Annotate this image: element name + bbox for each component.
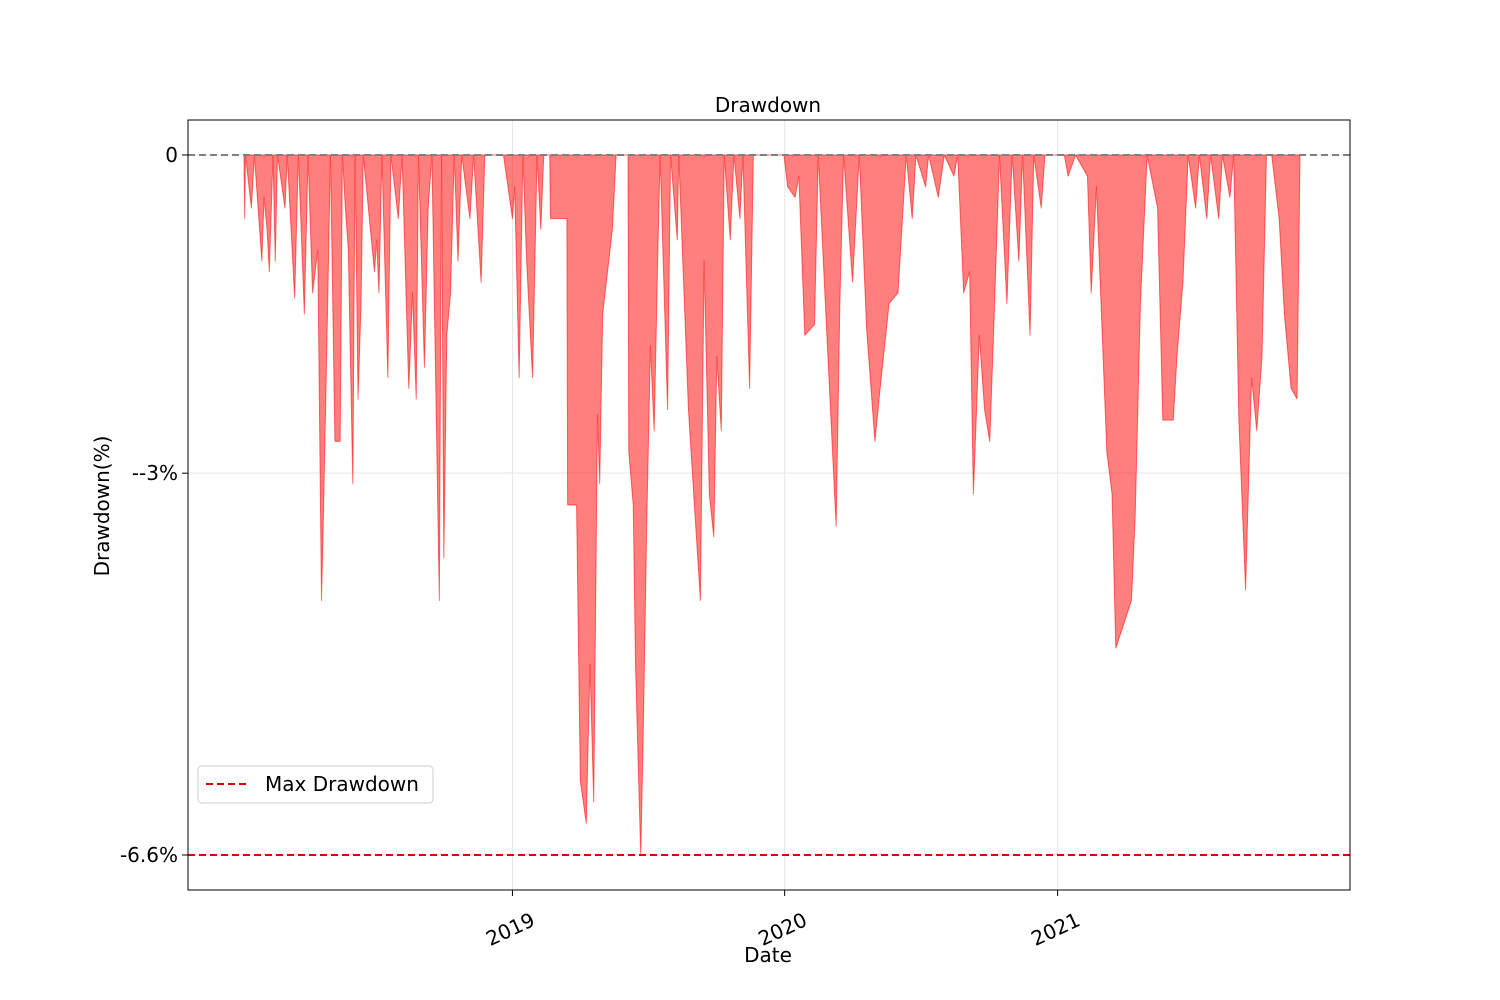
y-tick-label: -6.6%: [120, 843, 178, 867]
y-tick-label: 0: [165, 143, 178, 167]
chart-title: Drawdown: [715, 93, 821, 117]
y-tick-label: --3%: [132, 461, 178, 485]
x-axis-label: Date: [744, 943, 792, 967]
drawdown-area: [243, 154, 1301, 856]
plot-frame: [187, 119, 1351, 891]
y-axis-ticks: 0 --3% -6.6%: [120, 143, 188, 867]
legend: Max Drawdown: [197, 765, 434, 804]
legend-box: [197, 765, 434, 804]
legend-label-max-drawdown: Max Drawdown: [265, 772, 419, 796]
drawdown-fill: [243, 154, 1301, 856]
y-axis-label: Drawdown(%): [90, 436, 114, 577]
